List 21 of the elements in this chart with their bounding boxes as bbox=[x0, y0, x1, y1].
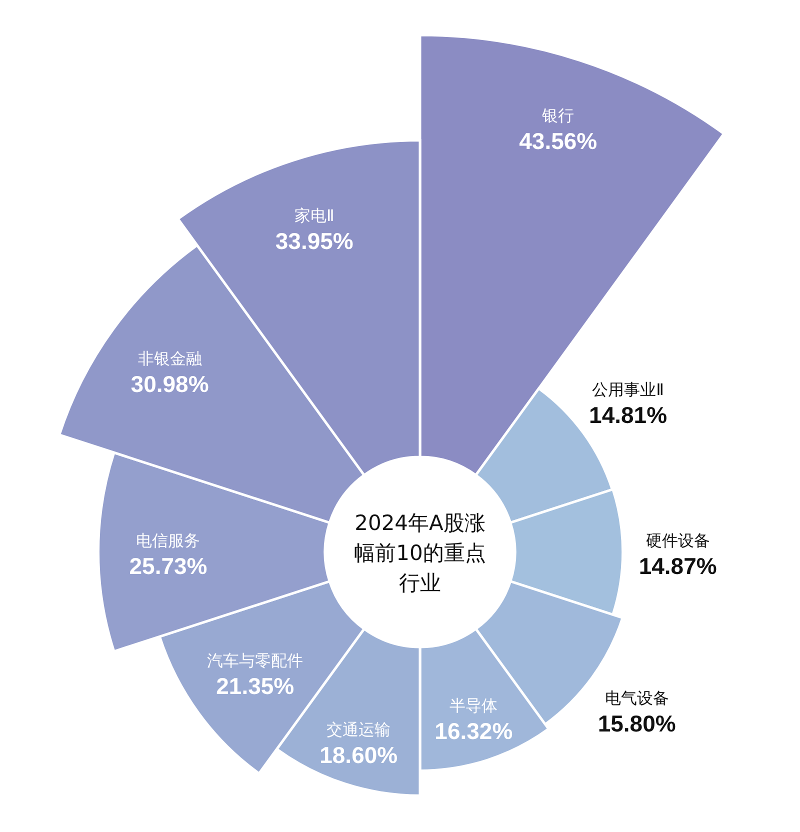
data-label: 43.56% bbox=[519, 128, 598, 154]
category-label: 半导体 bbox=[450, 696, 498, 716]
category-label: 家电Ⅱ bbox=[294, 206, 334, 225]
data-label: 33.95% bbox=[275, 228, 354, 254]
data-label: 15.80% bbox=[598, 710, 676, 737]
category-label: 银行 bbox=[541, 106, 574, 125]
text: 2024年A股涨幅前10的重点行业 bbox=[354, 511, 486, 595]
data-label: 21.35% bbox=[216, 672, 294, 699]
category-label: 汽车与零配件 bbox=[207, 650, 304, 670]
data-label: 30.98% bbox=[130, 371, 209, 398]
category-label: 公用事业Ⅱ bbox=[592, 380, 664, 399]
data-label: 25.73% bbox=[129, 553, 208, 579]
data-label: 16.32% bbox=[434, 718, 513, 744]
data-label: 14.81% bbox=[589, 402, 668, 428]
category-label: 硬件设备 bbox=[646, 531, 710, 550]
category-label: 电气设备 bbox=[604, 688, 669, 708]
category-label: 交通运输 bbox=[326, 720, 391, 739]
category-label: 电信服务 bbox=[136, 531, 200, 550]
data-label: 18.60% bbox=[320, 742, 398, 768]
data-label: 14.87% bbox=[638, 553, 717, 579]
category-label: 非银金融 bbox=[138, 349, 202, 368]
